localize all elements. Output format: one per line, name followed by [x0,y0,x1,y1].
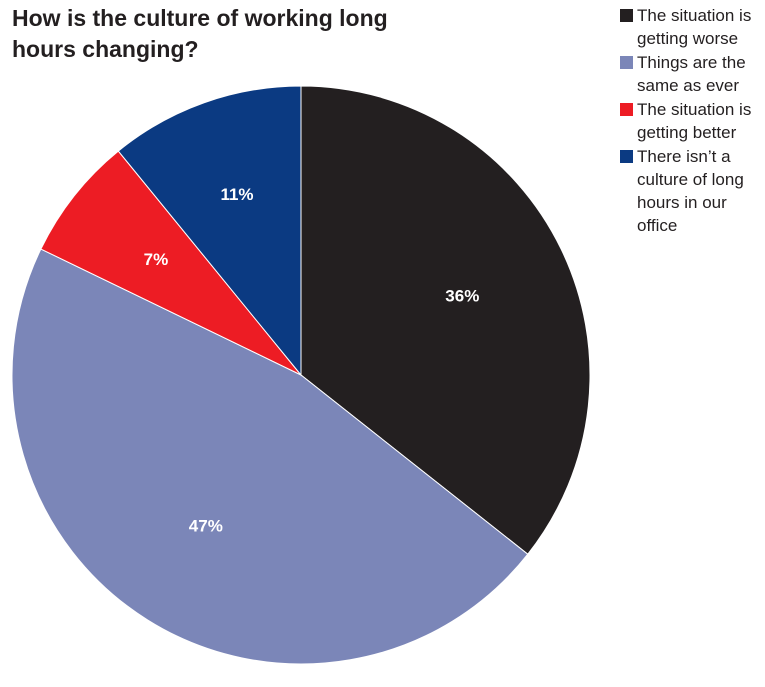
legend-swatch [620,9,633,22]
legend-label: The situation is getting better [637,100,752,142]
pie-slice-label-same-as-ever: 47% [189,516,223,535]
legend-item-getting-worse: The situation is getting worse [620,4,760,50]
pie-slice-label-getting-better: 7% [144,250,169,269]
legend-item-same-as-ever: Things are the same as ever [620,51,760,97]
legend-label: The situation is getting worse [637,6,752,48]
legend-swatch [620,150,633,163]
pie-slice-labels: 36% 47% 7% 11% [144,185,480,535]
legend-swatch [620,103,633,116]
pie-slices [11,85,591,665]
legend: The situation is getting worse Things are… [620,4,760,238]
legend-label: Things are the same as ever [637,53,746,95]
chart-title: How is the culture of working long hours… [12,5,388,62]
legend-label: There isn’t a culture of long hours in o… [637,147,744,235]
pie-slice-label-no-long-hours: 11% [220,185,253,204]
legend-item-no-long-hours: There isn’t a culture of long hours in o… [620,145,760,237]
pie-slice-getting-better [40,150,302,376]
pie-slice-same-as-ever [11,248,529,665]
legend-swatch [620,56,633,69]
pie-slice-getting-worse [300,85,591,555]
pie-slice-no-long-hours [117,85,302,377]
legend-item-getting-better: The situation is getting better [620,98,760,144]
pie-slice-label-getting-worse: 36% [445,286,479,305]
